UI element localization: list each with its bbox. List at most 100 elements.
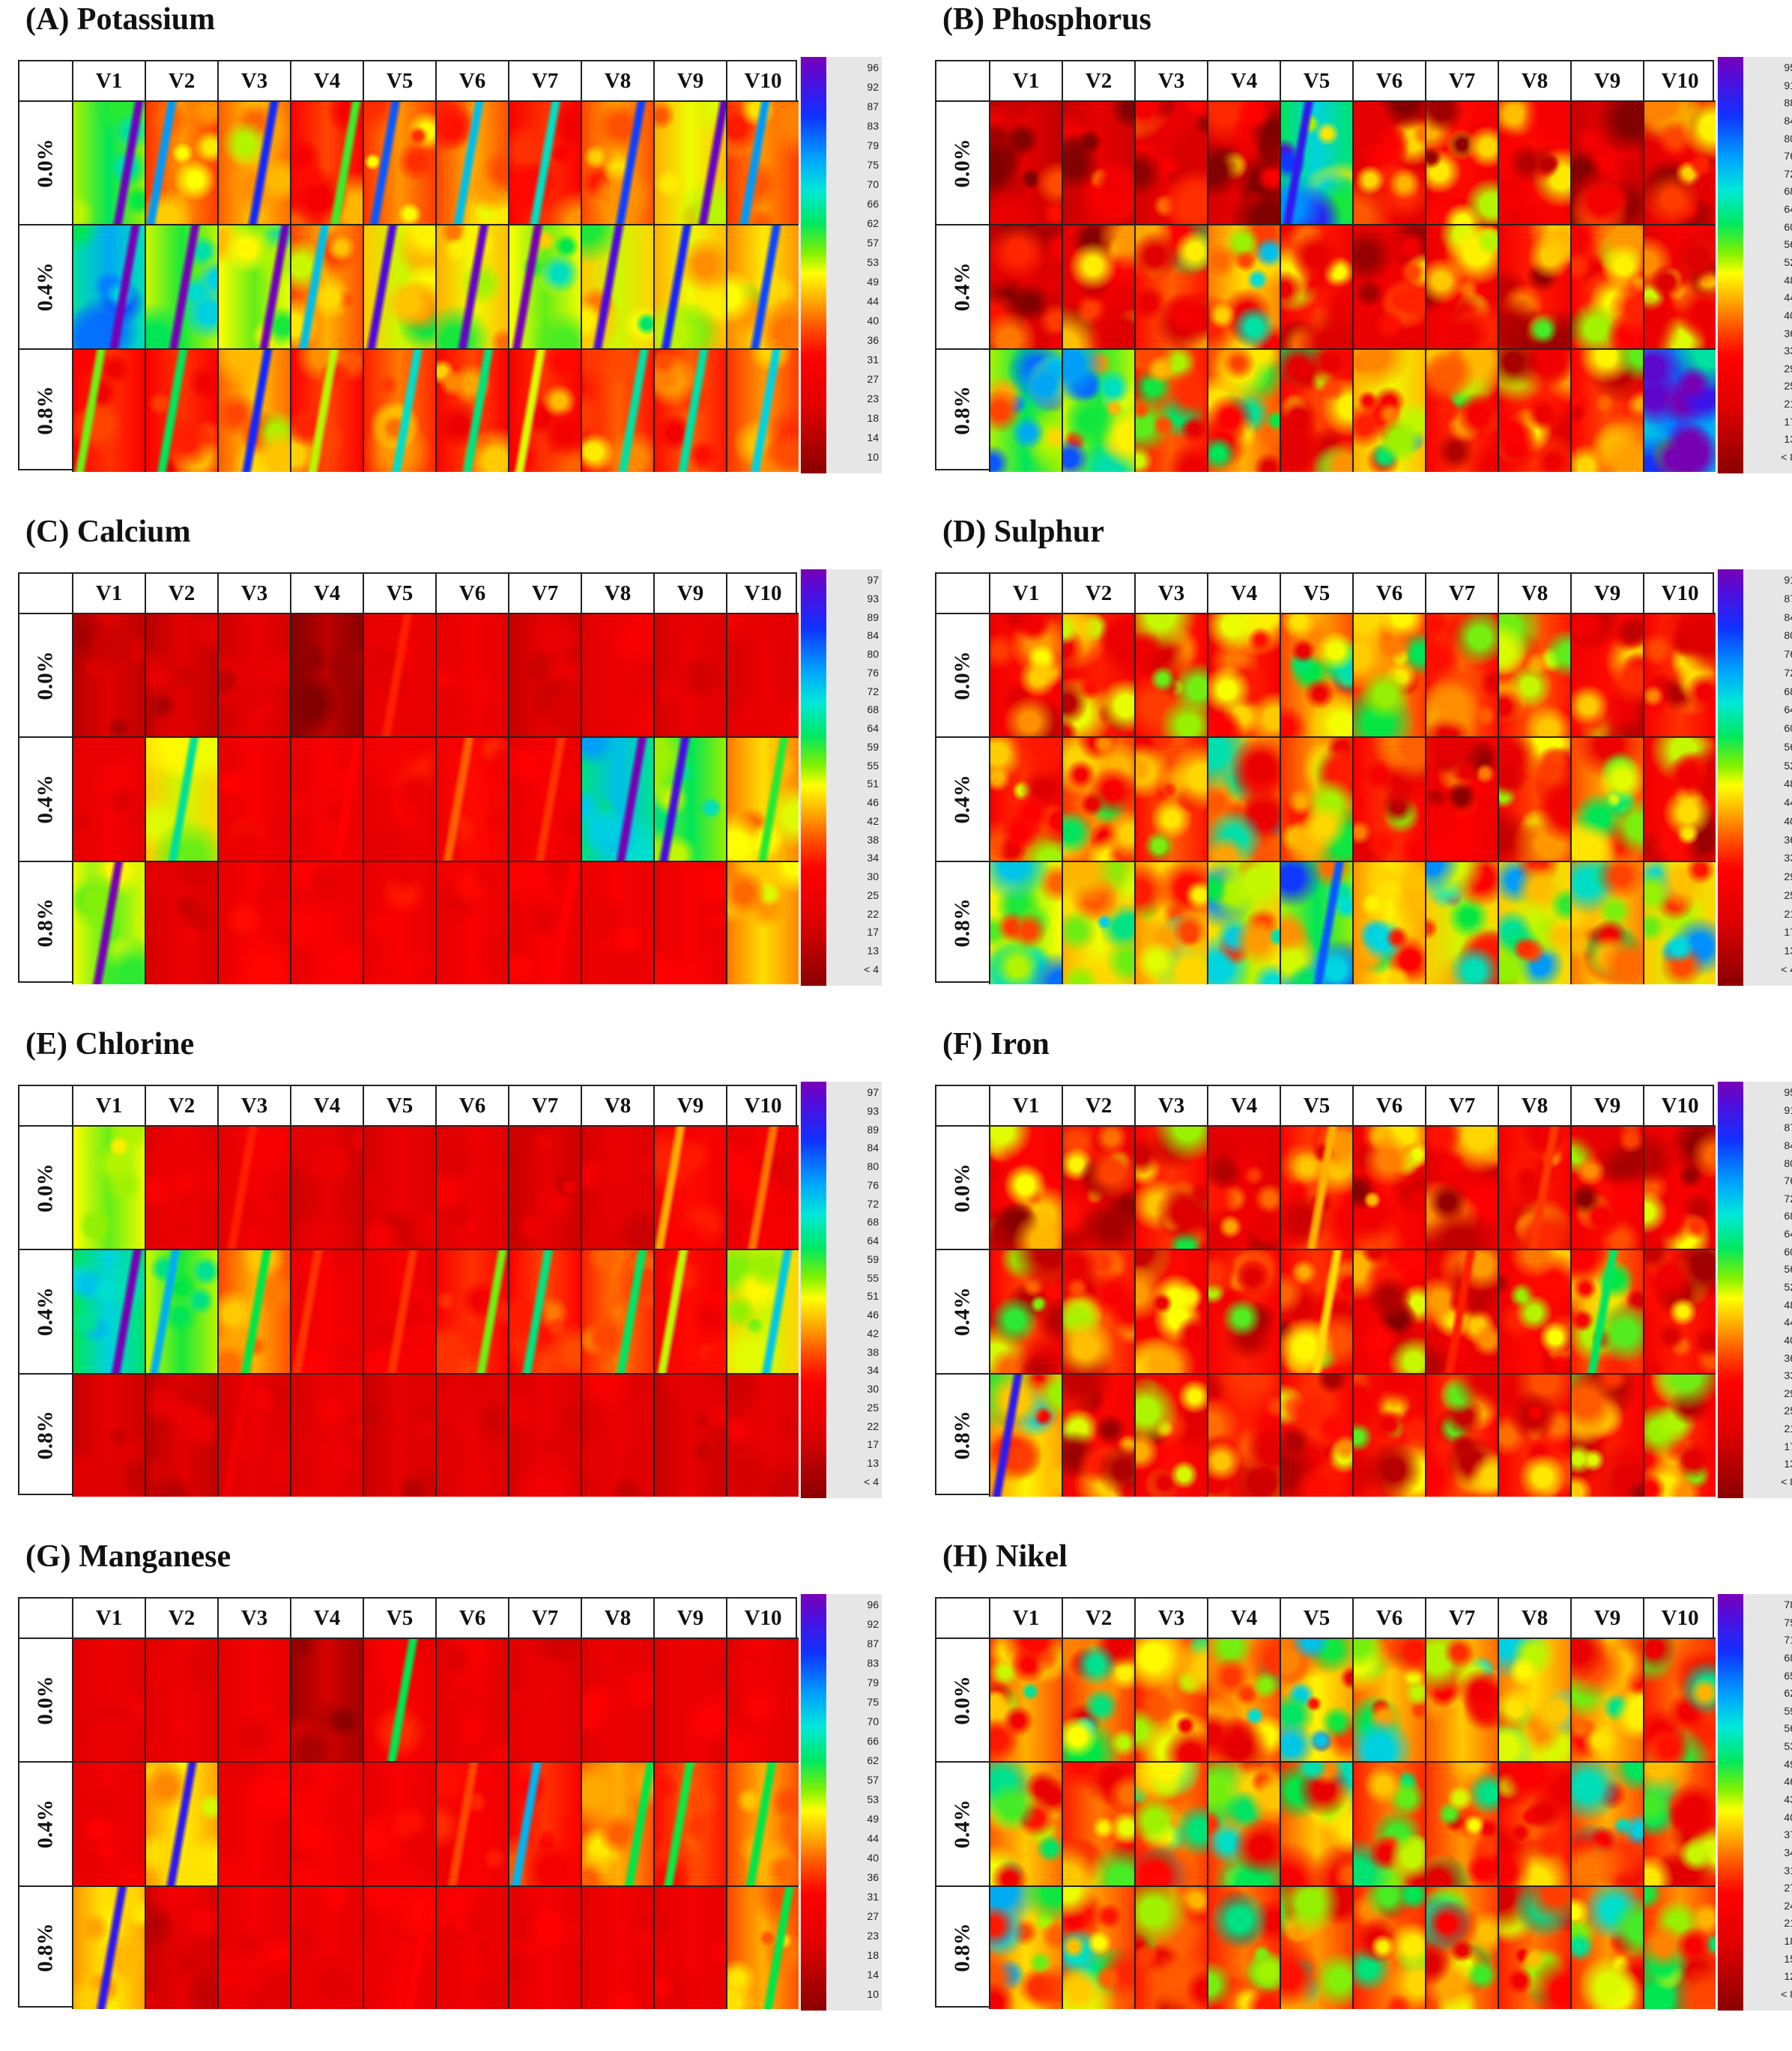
colorbar-tick-label: 49: [867, 276, 879, 288]
colorbar-tick-label: 40: [1784, 1333, 1792, 1346]
colorbar-tick-label: 52: [1784, 759, 1792, 772]
heatmap-cell: [72, 1372, 145, 1497]
heatmap-cell: [1207, 1125, 1280, 1249]
heatmap-cell: [363, 613, 435, 737]
colorbar-gradient: [1718, 569, 1743, 986]
heatmap-cell: [989, 1638, 1062, 1762]
colorbar-tick-label: 83: [867, 120, 879, 132]
colorbar-tick-label: 96: [867, 1599, 879, 1611]
heatmap-cell: [1570, 1125, 1643, 1249]
colorbar-tick-label: 36: [1784, 327, 1792, 339]
column-header-v4: V4: [1207, 574, 1280, 613]
panel-title: (A) Potassium: [25, 2, 216, 37]
colorbar-tick-label: 60: [1784, 220, 1792, 233]
panel-phosphorus: (B) Phosphorus V1 V2 V3 V4 V5 V6 V7 V8 V9 V10 0.0%…: [926, 2, 1792, 514]
panel-title: (H) Nikel: [942, 1539, 1068, 1574]
heatmap-cell: [72, 224, 145, 348]
row-label: 0.8%: [936, 1372, 989, 1497]
heatmap-cell: [1207, 860, 1280, 984]
heatmap-cell: [726, 1372, 799, 1497]
heatmap-cell: [1643, 1372, 1716, 1497]
column-header-v6: V6: [435, 574, 508, 613]
row-label: 0.8%: [19, 1885, 72, 2009]
heatmap-grid: V1 V2 V3 V4 V5 V6 V7 V8 V9 V10 0.0% 0.4% 0.8%: [935, 1597, 1716, 2009]
heatmap-cell: [581, 1249, 653, 1373]
heatmap-cell: [435, 1638, 508, 1762]
column-header-v3: V3: [217, 61, 290, 100]
heatmap-cell: [1280, 736, 1352, 861]
column-header-v5: V5: [363, 1599, 435, 1638]
colorbar-tick-label: 13: [1784, 1458, 1792, 1470]
heatmap-cell: [1134, 1638, 1207, 1762]
column-header-v9: V9: [1570, 574, 1643, 613]
heatmap-cell: [1570, 1249, 1643, 1373]
column-header-v3: V3: [217, 1086, 290, 1125]
colorbar-tick-label: 40: [867, 315, 879, 327]
panel-title: (G) Manganese: [25, 1539, 231, 1574]
colorbar-tick-label: 44: [1784, 291, 1792, 304]
panel-potassium: (A) Potassium V1 V2 V3 V4 V5 V6 V7 V8 V9 V10 0.0% 0…: [9, 2, 882, 514]
heatmap-cell: [581, 348, 653, 472]
column-header-v1: V1: [989, 1599, 1062, 1638]
heatmap-cell: [1062, 1885, 1134, 2009]
heatmap-cell: [1570, 100, 1643, 225]
heatmap-cell: [145, 1638, 217, 1762]
heatmap-cell: [653, 613, 726, 737]
colorbar-tick-label: 96: [867, 61, 879, 73]
heatmap-cell: [290, 100, 363, 225]
heatmap-cell: [72, 1885, 145, 2009]
colorbar-tick-label: 76: [867, 1178, 879, 1191]
colorbar-tick-label: 36: [867, 1871, 879, 1883]
heatmap-cell: [508, 224, 581, 348]
heatmap-cell: [653, 1638, 726, 1762]
colorbar-tick-label: < 4: [864, 963, 879, 975]
colorbar-tick-label: 55: [867, 1271, 879, 1284]
column-header-v2: V2: [1062, 1086, 1134, 1125]
colorbar-tick-label: 37: [1784, 1829, 1792, 1841]
colorbar-tick-label: 36: [1784, 1351, 1792, 1364]
panel-calcium: (C) Calcium V1 V2 V3 V4 V5 V6 V7 V8 V9 V10 0.0% 0.4…: [9, 515, 882, 1026]
colorbar: 96 92 87 83 79 75 70 66 62 57 53 49 44 40 36 31 27 23 18 14…: [799, 57, 882, 473]
colorbar-tick-label: 46: [1784, 1775, 1792, 1788]
colorbar-gradient: [801, 1082, 826, 1498]
colorbar-tick-label: 59: [867, 1252, 879, 1265]
colorbar-tick-label: 49: [867, 1813, 879, 1825]
heatmap-cell: [1352, 100, 1425, 225]
column-header-v6: V6: [1352, 61, 1425, 100]
heatmap-cell: [1207, 1372, 1280, 1497]
heatmap-cell: [508, 736, 581, 861]
colorbar-tick-label: 62: [867, 217, 879, 229]
heatmap-cell: [1498, 1372, 1570, 1497]
colorbar-tick-label: 25: [1784, 380, 1792, 393]
heatmap-cell: [726, 348, 799, 472]
heatmap-cell: [363, 1885, 435, 2009]
heatmap-cell: [290, 860, 363, 984]
colorbar-tick-label: 15: [1784, 1952, 1792, 1965]
heatmap-cell: [1425, 860, 1498, 984]
colorbar-tick-label: 64: [867, 1234, 879, 1247]
heatmap-cell: [726, 1885, 799, 2009]
heatmap-cell: [653, 1249, 726, 1373]
colorbar-tick-label: < 8: [1781, 1988, 1792, 2000]
colorbar-tick-label: 40: [1784, 1811, 1792, 1823]
heatmap-cell: [726, 1638, 799, 1762]
colorbar-tick-label: 92: [867, 81, 879, 93]
heatmap-cell: [72, 100, 145, 225]
colorbar-tick-label: 72: [867, 1197, 879, 1210]
heatmap-cell: [726, 224, 799, 348]
colorbar-tick-label: 38: [867, 1345, 879, 1358]
colorbar-tick-label: 31: [1784, 1864, 1792, 1876]
heatmap-cell: [290, 1125, 363, 1249]
colorbar-tick-label: 52: [1784, 256, 1792, 268]
heatmap-cell: [1570, 1638, 1643, 1762]
heatmap-cell: [1498, 736, 1570, 861]
heatmap-cell: [653, 736, 726, 861]
column-header-v2: V2: [145, 61, 217, 100]
heatmap-cell: [1498, 224, 1570, 348]
colorbar-tick-label: 27: [867, 373, 879, 385]
colorbar-tick-label: 84: [1784, 611, 1792, 623]
heatmap-cell: [1352, 1372, 1425, 1497]
heatmap-cell: [290, 1885, 363, 2009]
heatmap-grid: V1 V2 V3 V4 V5 V6 V7 V8 V9 V10 0.0% 0.4% 0.8%: [18, 572, 799, 984]
colorbar-gradient: [1718, 57, 1743, 473]
